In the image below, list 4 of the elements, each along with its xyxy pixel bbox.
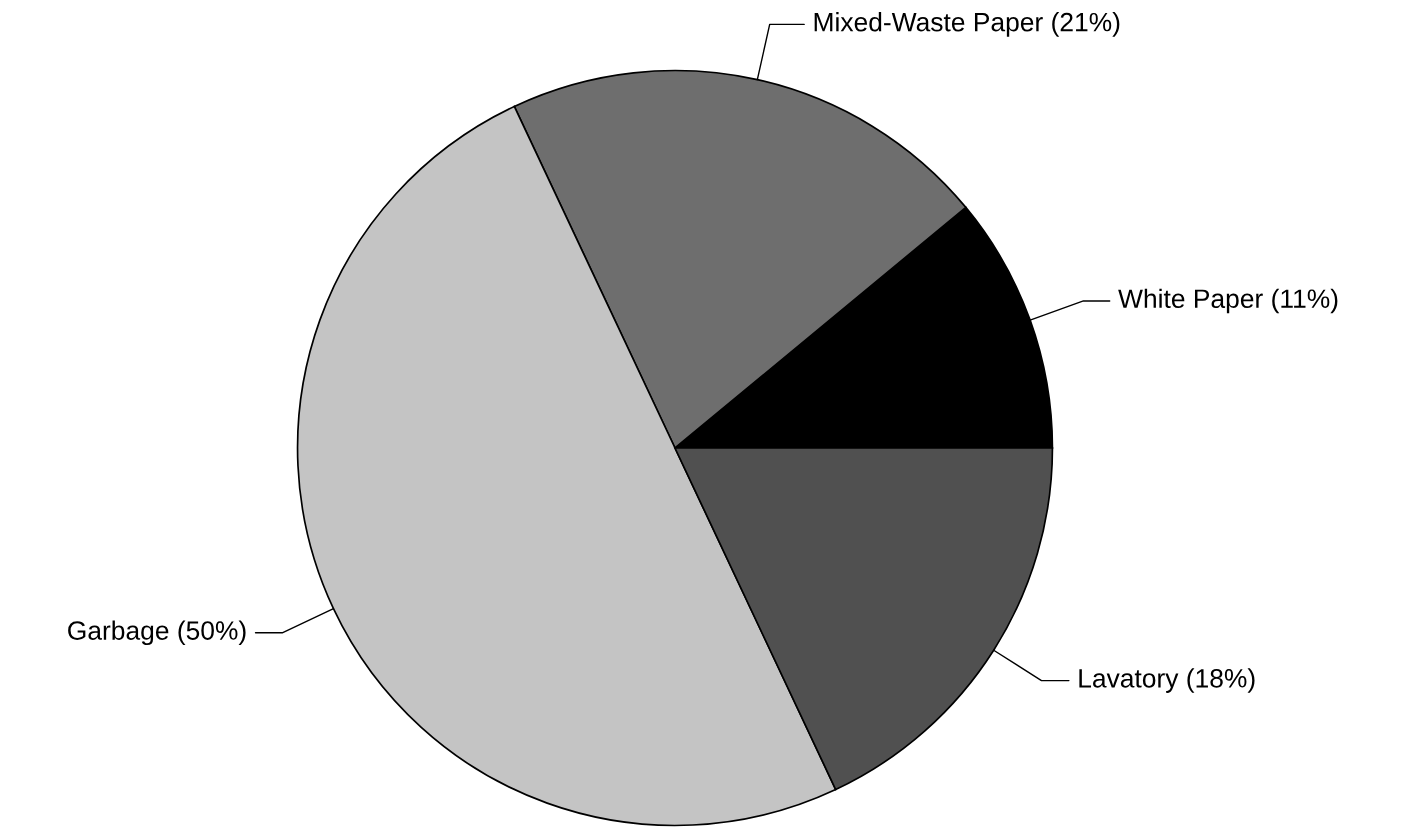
slice-label: Mixed-Waste Paper (21%) <box>814 12 1120 37</box>
slice-label: Garbage (50%) <box>68 620 246 646</box>
slice-label: White Paper (11%) <box>1118 288 1338 314</box>
slice-label: Lavatory (18%) <box>1079 668 1255 693</box>
